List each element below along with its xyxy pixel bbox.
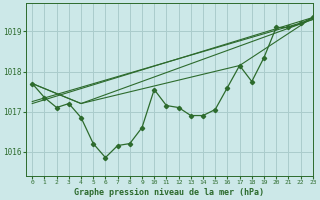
X-axis label: Graphe pression niveau de la mer (hPa): Graphe pression niveau de la mer (hPa) — [75, 188, 264, 197]
